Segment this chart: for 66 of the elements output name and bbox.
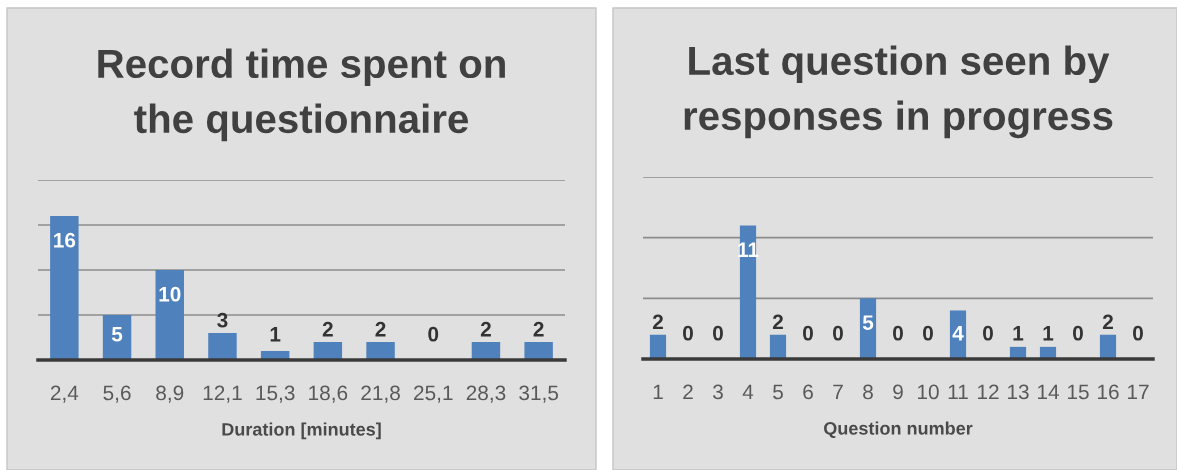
data-label: 2: [772, 314, 783, 330]
bar: [208, 333, 237, 360]
data-label: 16: [54, 232, 76, 248]
data-label: 0: [833, 325, 843, 341]
chart-title: Record time spent on the questionnaire: [98, 48, 505, 142]
data-label: 0: [923, 325, 933, 341]
x-tick-label: 6: [803, 384, 813, 400]
x-tick-label: 2,4: [50, 385, 79, 403]
data-label: 0: [683, 325, 693, 341]
data-label: 1: [1043, 326, 1054, 341]
data-label: 3: [217, 312, 228, 328]
x-tick-label: 5,6: [103, 385, 131, 403]
data-label: 2: [322, 321, 333, 337]
x-tick-label: 8,9: [156, 385, 184, 403]
x-tick-label: 13: [1008, 384, 1029, 400]
data-label: 0: [713, 325, 723, 341]
bar: [649, 334, 667, 359]
x-tick-label: 1: [653, 384, 663, 400]
x-tick-label: 2: [683, 384, 693, 400]
bar: [739, 225, 757, 359]
x-tick-label: 4: [742, 384, 754, 400]
x-tick-label: 17: [1128, 384, 1149, 400]
x-tick-label: 31,5: [519, 385, 559, 403]
data-label: 5: [862, 315, 874, 330]
x-tick-label: 25,1: [414, 385, 453, 403]
data-label: 2: [652, 314, 663, 330]
data-label: 0: [983, 325, 993, 341]
data-label: 2: [480, 321, 491, 337]
bar: [1099, 334, 1117, 359]
data-label: 10: [159, 286, 181, 302]
data-label: 0: [428, 326, 439, 342]
bar: [50, 216, 79, 360]
data-label: 1: [1013, 326, 1024, 341]
x-tick-label: 7: [833, 384, 843, 400]
x-tick-label: 15,3: [256, 385, 295, 403]
x-tick-label: 3: [713, 384, 723, 400]
data-label: 0: [803, 325, 813, 341]
bar: [366, 342, 395, 360]
x-tick-label: 5: [773, 384, 783, 400]
x-axis-title: Question number: [824, 421, 973, 439]
chart-title: Last question seen by responses in progress: [684, 45, 1113, 139]
x-tick-label: 28,3: [466, 385, 506, 403]
x-tick-label: 12,1: [203, 385, 242, 403]
bar: [769, 334, 787, 359]
bar: [524, 342, 553, 360]
x-tick-label: 10: [918, 384, 939, 400]
x-tick-label: 11: [948, 384, 968, 400]
data-label: 0: [893, 325, 903, 341]
x-tick-label: 14: [1038, 384, 1059, 400]
x-tick-label: 15: [1068, 384, 1089, 400]
data-label: 2: [1102, 314, 1113, 330]
data-label: 5: [111, 327, 123, 342]
data-label: 1: [270, 327, 281, 342]
x-tick-label: 12: [978, 384, 999, 400]
bar: [155, 270, 184, 360]
x-tick-label: 8: [863, 384, 873, 400]
data-label: 0: [1133, 325, 1143, 341]
data-label: 0: [1073, 325, 1083, 341]
x-tick-label: 18,6: [309, 385, 348, 403]
x-axis-title: Duration [minutes]: [222, 422, 381, 440]
data-label: 2: [375, 321, 386, 337]
data-label: 2: [533, 321, 544, 337]
data-label: 4: [952, 326, 964, 341]
x-tick-label: 9: [893, 384, 903, 400]
x-tick-label: 16: [1098, 384, 1119, 400]
x-tick-label: 21,8: [361, 385, 400, 403]
